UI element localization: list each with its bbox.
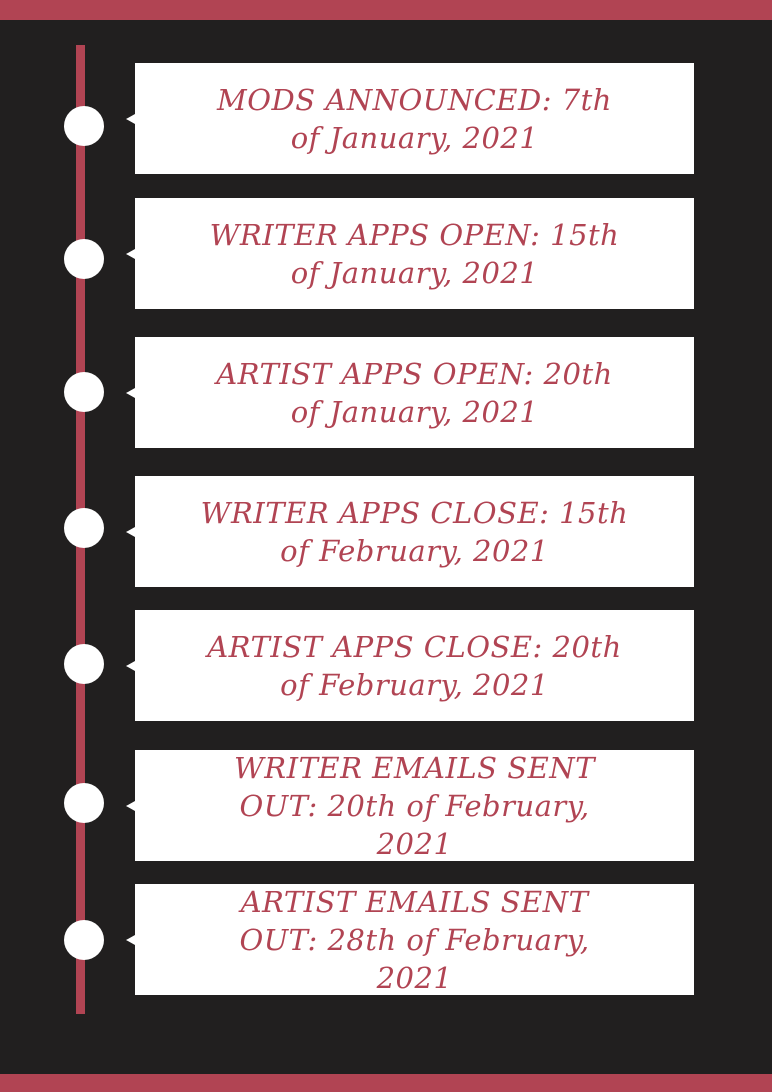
event-label: MODS ANNOUNCED: 7th of January, 2021 (217, 82, 612, 155)
timeline-event: ARTIST EMAILS SENT OUT: 28th of February… (126, 884, 694, 995)
top-band (0, 0, 772, 20)
timeline-event: WRITER APPS OPEN: 15th of January, 2021 (126, 198, 694, 309)
event-label: ARTIST EMAILS SENT OUT: 28th of February… (239, 884, 590, 995)
timeline-event: WRITER APPS CLOSE: 15th of February, 202… (126, 476, 694, 587)
bottom-band (0, 1074, 772, 1092)
event-label: ARTIST APPS CLOSE: 20th of February, 202… (207, 629, 622, 702)
timeline-marker (64, 372, 104, 412)
timeline-marker (64, 106, 104, 146)
event-label: WRITER APPS CLOSE: 15th of February, 202… (200, 495, 629, 568)
timeline-event: WRITER EMAILS SENT OUT: 20th of February… (126, 750, 694, 861)
timeline-event: ARTIST APPS CLOSE: 20th of February, 202… (126, 610, 694, 721)
timeline-marker (64, 239, 104, 279)
event-label: WRITER EMAILS SENT OUT: 20th of February… (233, 750, 596, 861)
timeline-event: MODS ANNOUNCED: 7th of January, 2021 (126, 63, 694, 174)
event-label: WRITER APPS OPEN: 15th of January, 2021 (209, 217, 620, 290)
timeline-marker (64, 920, 104, 960)
timeline-event: ARTIST APPS OPEN: 20th of January, 2021 (126, 337, 694, 448)
timeline-marker (64, 644, 104, 684)
timeline-marker (64, 783, 104, 823)
event-label: ARTIST APPS OPEN: 20th of January, 2021 (216, 356, 613, 429)
timeline-marker (64, 508, 104, 548)
